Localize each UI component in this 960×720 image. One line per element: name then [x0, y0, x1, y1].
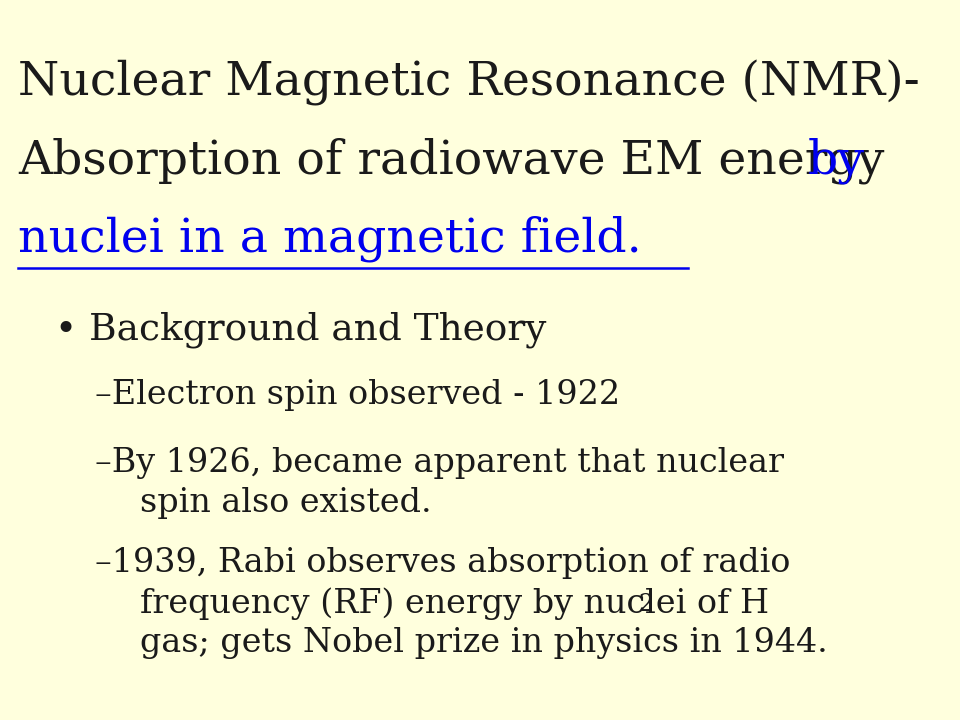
Text: –Electron spin observed - 1922: –Electron spin observed - 1922: [95, 379, 620, 411]
Text: spin also existed.: spin also existed.: [140, 487, 432, 519]
Text: nuclei in a magnetic field.: nuclei in a magnetic field.: [18, 216, 641, 263]
Text: –By 1926, became apparent that nuclear: –By 1926, became apparent that nuclear: [95, 447, 784, 479]
Text: 2: 2: [638, 593, 653, 616]
Text: Nuclear Magnetic Resonance (NMR)-: Nuclear Magnetic Resonance (NMR)-: [18, 60, 920, 106]
Text: by: by: [808, 138, 865, 184]
Text: • Background and Theory: • Background and Theory: [55, 311, 546, 348]
Text: frequency (RF) energy by nuclei of H: frequency (RF) energy by nuclei of H: [140, 587, 769, 620]
Text: –1939, Rabi observes absorption of radio: –1939, Rabi observes absorption of radio: [95, 547, 790, 579]
Text: gas; gets Nobel prize in physics in 1944.: gas; gets Nobel prize in physics in 1944…: [140, 627, 828, 659]
Text: Absorption of radiowave EM energy: Absorption of radiowave EM energy: [18, 138, 900, 184]
